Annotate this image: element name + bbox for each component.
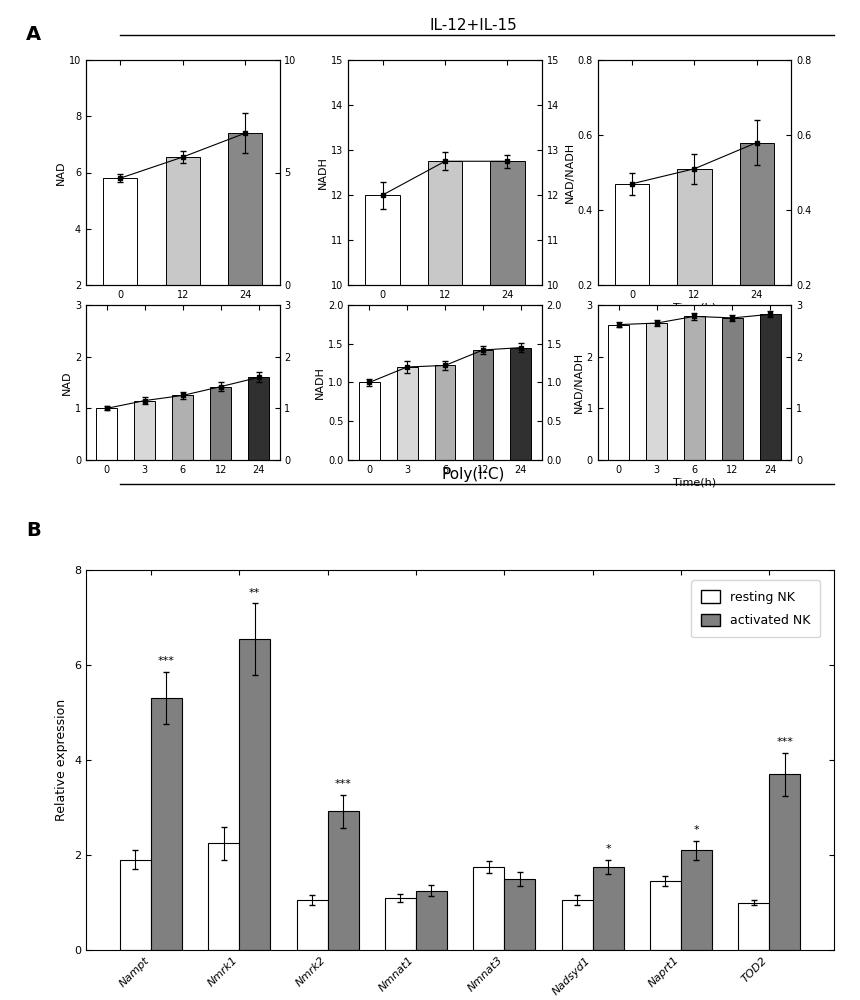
Text: *: *: [605, 844, 611, 854]
Bar: [120, 860, 150, 950]
Bar: [428, 161, 462, 735]
Bar: [608, 325, 629, 460]
Bar: [328, 811, 359, 950]
Bar: [593, 867, 624, 950]
Bar: [681, 850, 712, 950]
Bar: [166, 157, 200, 341]
Bar: [385, 898, 416, 950]
Text: A: A: [26, 25, 41, 44]
Bar: [740, 142, 774, 360]
Text: ***: ***: [777, 737, 793, 747]
Bar: [249, 377, 269, 460]
Bar: [416, 891, 447, 950]
Bar: [504, 879, 535, 950]
Bar: [239, 639, 270, 950]
Bar: [472, 350, 494, 460]
Bar: [96, 408, 117, 460]
Bar: [366, 195, 400, 735]
Text: ***: ***: [335, 779, 352, 789]
Bar: [739, 902, 770, 950]
Bar: [359, 382, 379, 460]
Y-axis label: NAD: NAD: [62, 370, 72, 395]
Bar: [210, 387, 231, 460]
Text: Poly(I:C): Poly(I:C): [441, 468, 505, 483]
Text: ***: ***: [158, 656, 175, 666]
Bar: [103, 178, 138, 341]
Bar: [473, 867, 504, 950]
Bar: [396, 367, 418, 460]
Bar: [208, 843, 239, 950]
Bar: [490, 161, 525, 735]
Bar: [150, 698, 181, 950]
Bar: [678, 169, 711, 360]
Bar: [760, 314, 781, 460]
Bar: [172, 395, 194, 460]
Y-axis label: NAD/NADH: NAD/NADH: [574, 352, 584, 413]
X-axis label: Time(h): Time(h): [673, 303, 716, 313]
Text: IL-12+IL-15: IL-12+IL-15: [429, 17, 517, 32]
Bar: [562, 900, 593, 950]
Bar: [134, 401, 156, 460]
Text: *: *: [693, 825, 699, 835]
Bar: [434, 365, 456, 460]
Y-axis label: NAD/NADH: NAD/NADH: [565, 142, 574, 203]
Bar: [650, 881, 681, 950]
Y-axis label: NADH: NADH: [316, 366, 325, 399]
Text: B: B: [26, 520, 40, 540]
Bar: [646, 323, 667, 460]
Text: **: **: [249, 588, 261, 598]
Bar: [615, 184, 649, 360]
Bar: [511, 348, 531, 460]
Bar: [770, 774, 800, 950]
X-axis label: Time(h): Time(h): [673, 478, 716, 488]
Bar: [297, 900, 328, 950]
Y-axis label: NAD: NAD: [56, 160, 66, 185]
Y-axis label: Relative expression: Relative expression: [55, 699, 69, 821]
Y-axis label: NADH: NADH: [318, 156, 329, 189]
Bar: [228, 133, 262, 341]
Bar: [722, 318, 743, 460]
Legend: resting NK, activated NK: resting NK, activated NK: [691, 580, 820, 637]
Bar: [684, 316, 705, 460]
